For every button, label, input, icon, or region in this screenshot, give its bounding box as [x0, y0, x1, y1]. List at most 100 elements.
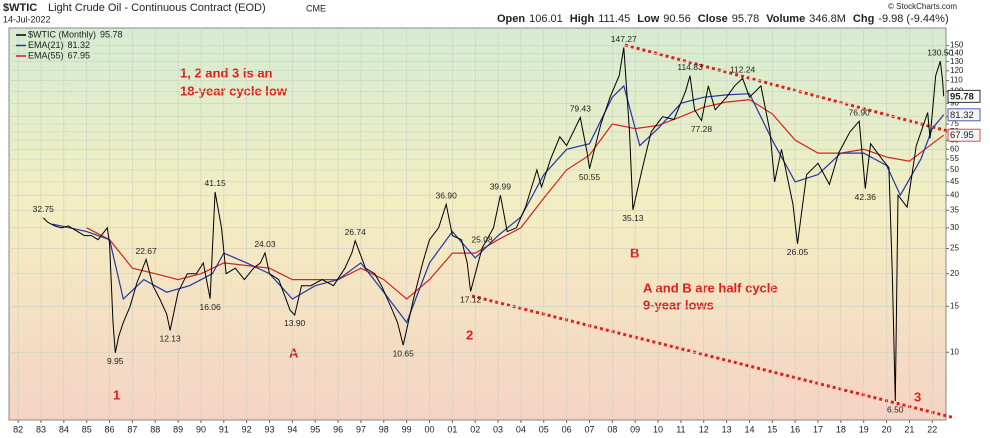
x-tick-label: 84: [59, 424, 69, 434]
last-value-badge: [947, 108, 981, 122]
y-tick-label: 75: [950, 119, 959, 128]
x-tick-label: 83: [36, 424, 46, 434]
quote-value: 106.01: [529, 13, 563, 25]
x-tick-label: 14: [744, 424, 754, 434]
value-label: 25.08: [471, 234, 493, 244]
x-tick-label: 03: [493, 424, 503, 434]
value-label: 6.50: [887, 404, 904, 414]
value-label: 10.65: [393, 348, 415, 358]
x-tick-label: 00: [424, 424, 434, 434]
value-label: 50.55: [579, 172, 601, 182]
value-label: 22.67: [135, 246, 157, 256]
x-tick-label: 10: [653, 424, 663, 434]
x-tick-label: 20: [882, 424, 892, 434]
plot-area: [8, 27, 947, 421]
value-label: 39.99: [490, 181, 512, 191]
x-tick-label: 87: [127, 424, 137, 434]
x-tick-label: 17: [813, 424, 823, 434]
x-tick-label: 93: [265, 424, 275, 434]
quote-label: Open: [497, 13, 525, 25]
y-tick-label: 15: [950, 301, 959, 310]
y-tick-label: 25: [950, 244, 959, 253]
x-tick-label: 89: [173, 424, 183, 434]
x-tick-label: 86: [105, 424, 115, 434]
exchange: CME: [306, 3, 326, 13]
x-tick-label: 82: [13, 424, 23, 434]
y-tick-label: 50: [950, 165, 959, 174]
y-tick-label: 60: [950, 144, 959, 153]
value-label: 26.74: [345, 227, 367, 237]
x-tick-label: 11: [676, 424, 685, 434]
y-tick-label: 140: [950, 48, 964, 57]
value-label: 16.06: [199, 302, 221, 312]
x-tick-label: 12: [699, 424, 709, 434]
y-tick-label: 55: [950, 154, 959, 163]
last-value-label: 67.95: [950, 130, 974, 141]
x-tick-label: 22: [927, 424, 937, 434]
quote-value: 346.8M: [809, 13, 846, 25]
quote-label: Close: [698, 13, 728, 25]
grid: [9, 28, 946, 420]
y-tick-label: 10: [950, 347, 959, 356]
legend-label: $WTIC (Monthly): [28, 29, 96, 39]
quote-label: Chg: [853, 13, 874, 25]
last-value-label: 95.78: [950, 91, 974, 102]
x-tick-label: 98: [379, 424, 389, 434]
x-tick-label: 13: [722, 424, 732, 434]
value-label: 17.12: [460, 295, 482, 305]
legend-label: EMA(21): [28, 40, 64, 50]
quote-value: -9.98 (-9.44%): [878, 13, 948, 25]
x-tick-label: 05: [539, 424, 549, 434]
legend-value: 67.95: [68, 50, 91, 60]
value-label: 114.83: [677, 62, 703, 72]
value-label: 42.36: [855, 192, 877, 202]
quote-label: Volume: [766, 13, 805, 25]
quote-value: 90.56: [663, 13, 691, 25]
last-value-badge: [947, 128, 981, 142]
copyright: © StockCharts.com: [888, 2, 957, 11]
annotation: 3: [914, 389, 921, 404]
quote-value: 111.45: [598, 13, 630, 25]
symbol: $WTIC: [3, 2, 37, 14]
value-label: 12.13: [159, 334, 181, 344]
trend-line-lower: [471, 294, 956, 420]
value-label: 26.05: [787, 247, 809, 257]
x-tick-label: 21: [904, 424, 914, 434]
x-tick-label: 94: [287, 424, 297, 434]
last-value-badge: [947, 89, 981, 103]
x-tick-label: 91: [219, 424, 229, 434]
annotation: 1, 2 and 3 is an: [180, 65, 273, 80]
y-tick-label: 35: [950, 205, 959, 214]
value-label: 24.03: [254, 239, 276, 249]
quote-label: Low: [637, 13, 659, 25]
annotation: 18-year cycle low: [180, 83, 288, 98]
x-tick-label: 85: [82, 424, 92, 434]
value-label: 36.90: [436, 191, 458, 201]
x-tick-label: 02: [470, 424, 480, 434]
y-tick-label: 120: [950, 66, 964, 75]
annotation: B: [630, 245, 639, 260]
x-tick-label: 97: [356, 424, 366, 434]
annotation: A: [289, 345, 299, 360]
value-label: 77.28: [691, 124, 713, 134]
x-tick-label: 04: [516, 424, 526, 434]
x-tick-label: 09: [630, 424, 640, 434]
legend-value: 81.32: [68, 40, 91, 50]
legend-value: 95.78: [100, 29, 123, 39]
last-value-label: 81.32: [950, 110, 974, 121]
annotation: 9-year lows: [643, 297, 714, 312]
x-tick-label: 96: [333, 424, 343, 434]
x-tick-label: 19: [859, 424, 869, 434]
value-label: 32.75: [33, 204, 55, 214]
annotation: 1: [113, 387, 120, 402]
y-tick-label: 45: [950, 177, 959, 186]
x-tick-label: 88: [150, 424, 160, 434]
trend-line-upper: [624, 43, 956, 135]
instrument-name: Light Crude Oil - Continuous Contract (E…: [48, 2, 266, 14]
annotation: A and B are half cycle: [643, 280, 778, 295]
y-tick-label: 110: [950, 76, 963, 85]
date: 14-Jul-2022: [3, 14, 51, 24]
y-tick-label: 130: [950, 57, 964, 66]
x-tick-label: 01: [447, 424, 457, 434]
